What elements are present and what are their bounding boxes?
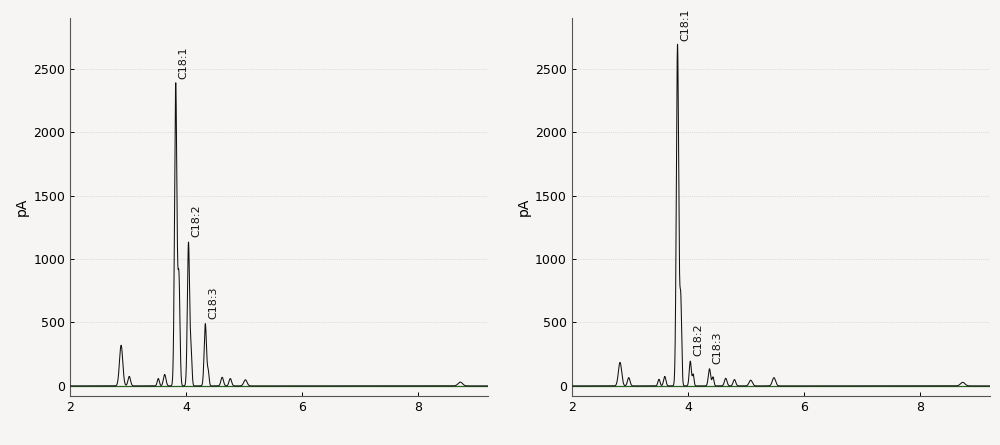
Text: C18:2: C18:2 [191,205,201,237]
Y-axis label: pA: pA [15,198,29,216]
Text: C18:1: C18:1 [680,8,690,40]
Text: C18:3: C18:3 [208,286,218,319]
Y-axis label: pA: pA [517,198,531,216]
Text: C18:3: C18:3 [712,331,722,364]
Text: C18:2: C18:2 [693,324,703,356]
Text: C18:1: C18:1 [179,46,189,79]
